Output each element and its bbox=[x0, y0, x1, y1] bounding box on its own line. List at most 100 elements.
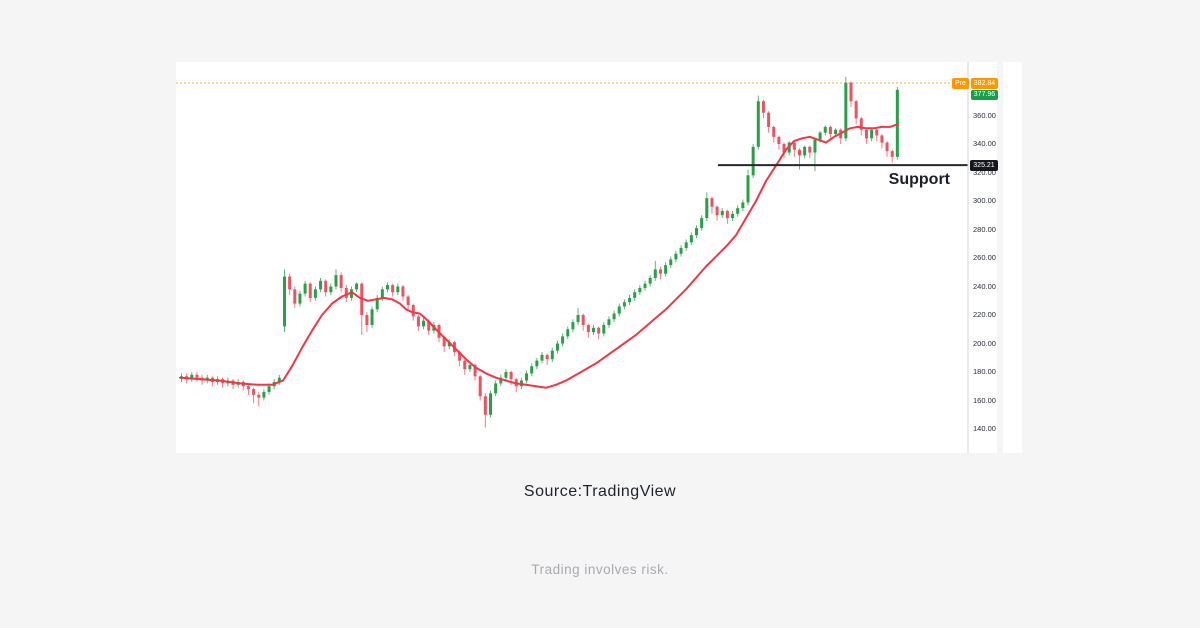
candle-body bbox=[267, 386, 271, 392]
candle-body bbox=[581, 315, 585, 325]
premarket-badge: Pre bbox=[952, 78, 969, 89]
candle-body bbox=[658, 269, 662, 274]
candle-body bbox=[622, 302, 626, 307]
axis-tick-label: 160.00 bbox=[973, 395, 996, 405]
candle-body bbox=[736, 208, 740, 214]
candle-body bbox=[715, 206, 719, 216]
candle-body bbox=[684, 242, 688, 249]
candle-body bbox=[633, 292, 637, 298]
candle-body bbox=[324, 280, 328, 293]
candle-body bbox=[406, 296, 410, 306]
candle-body bbox=[664, 265, 668, 274]
candle-body bbox=[607, 319, 611, 325]
candle-body bbox=[741, 202, 745, 209]
candle-body bbox=[401, 286, 405, 297]
axis-tick-label: 260.00 bbox=[973, 253, 996, 262]
candle-body bbox=[803, 146, 807, 156]
candle-body bbox=[535, 360, 539, 367]
candle-body bbox=[427, 320, 431, 331]
candle-body bbox=[298, 293, 302, 304]
candle-body bbox=[813, 139, 817, 153]
candle-body bbox=[349, 289, 353, 298]
candle-body bbox=[798, 149, 801, 156]
candle-body bbox=[293, 289, 297, 304]
candle-body bbox=[885, 142, 889, 152]
candle-body bbox=[468, 364, 472, 370]
candle-body bbox=[695, 228, 698, 236]
candle-body bbox=[540, 354, 544, 361]
candle-body bbox=[530, 366, 534, 374]
candle-body bbox=[283, 276, 286, 327]
candle-body bbox=[756, 101, 760, 147]
candle-body bbox=[648, 277, 652, 284]
candle-body bbox=[890, 151, 894, 157]
candle-body bbox=[375, 297, 379, 310]
candle-body bbox=[782, 144, 786, 153]
candle-body bbox=[854, 101, 858, 119]
last-price-badge: 377.96 bbox=[971, 90, 998, 100]
candle-body bbox=[391, 285, 395, 293]
axis-tick-label: 240.00 bbox=[973, 281, 996, 291]
candle-body bbox=[555, 343, 559, 351]
candle-body bbox=[411, 305, 415, 317]
candle-body bbox=[525, 373, 529, 381]
candle-body bbox=[494, 383, 498, 394]
source-text: Source:TradingView bbox=[523, 483, 677, 500]
candle-body bbox=[746, 175, 750, 203]
candle-body bbox=[592, 327, 595, 333]
candle-body bbox=[674, 253, 678, 260]
ma-line bbox=[179, 123, 899, 389]
candle-body bbox=[808, 146, 812, 153]
candle-body bbox=[334, 275, 338, 287]
candle-body bbox=[720, 210, 724, 216]
candle-body bbox=[339, 275, 343, 288]
axis-tick-label: 280.00 bbox=[973, 224, 996, 234]
candle-body bbox=[396, 286, 400, 293]
candle-body bbox=[355, 283, 359, 290]
candle-body bbox=[370, 309, 374, 325]
candle-body bbox=[447, 342, 451, 347]
candle-body bbox=[442, 337, 446, 347]
candle-body bbox=[252, 389, 256, 395]
candle-body bbox=[751, 146, 755, 176]
candle-body bbox=[612, 313, 616, 320]
candle-body bbox=[669, 259, 673, 266]
candle-body bbox=[710, 198, 714, 207]
candle-body bbox=[288, 276, 292, 290]
candle-body bbox=[725, 210, 729, 219]
candle-body bbox=[617, 306, 621, 314]
candle-body bbox=[303, 283, 307, 294]
candle-body bbox=[509, 372, 513, 380]
candle-body bbox=[329, 286, 333, 293]
candle-body bbox=[597, 327, 601, 334]
candle-body bbox=[561, 336, 565, 344]
axis-tick-label: 220.00 bbox=[973, 310, 996, 319]
candle-body bbox=[416, 316, 420, 327]
candle-body bbox=[386, 285, 389, 290]
axis-tick-label: 200.00 bbox=[973, 338, 996, 348]
candle-body bbox=[319, 280, 323, 290]
candle-body bbox=[545, 354, 549, 360]
candle-body bbox=[504, 372, 508, 378]
candle-body bbox=[365, 315, 369, 325]
candle-body bbox=[262, 391, 266, 398]
candle-body bbox=[576, 315, 580, 323]
candle-body bbox=[458, 352, 462, 361]
candle-body bbox=[870, 129, 874, 139]
support-label: Support bbox=[888, 171, 950, 188]
axis-tick-label: 320.00 bbox=[973, 167, 996, 177]
candle-body bbox=[380, 289, 384, 298]
candle-body bbox=[571, 322, 575, 330]
candle-body bbox=[643, 283, 647, 288]
candle-body bbox=[700, 218, 704, 229]
candle-body bbox=[777, 136, 781, 144]
premarket-price-badge: 382.84 bbox=[971, 78, 998, 89]
candle-body bbox=[602, 324, 606, 334]
candle-body bbox=[859, 118, 863, 130]
candle-body bbox=[483, 396, 487, 415]
candle-body bbox=[864, 129, 868, 139]
candle-body bbox=[246, 386, 250, 390]
candle-body bbox=[823, 126, 827, 133]
candle-body bbox=[473, 364, 477, 377]
candle-body bbox=[489, 393, 492, 415]
